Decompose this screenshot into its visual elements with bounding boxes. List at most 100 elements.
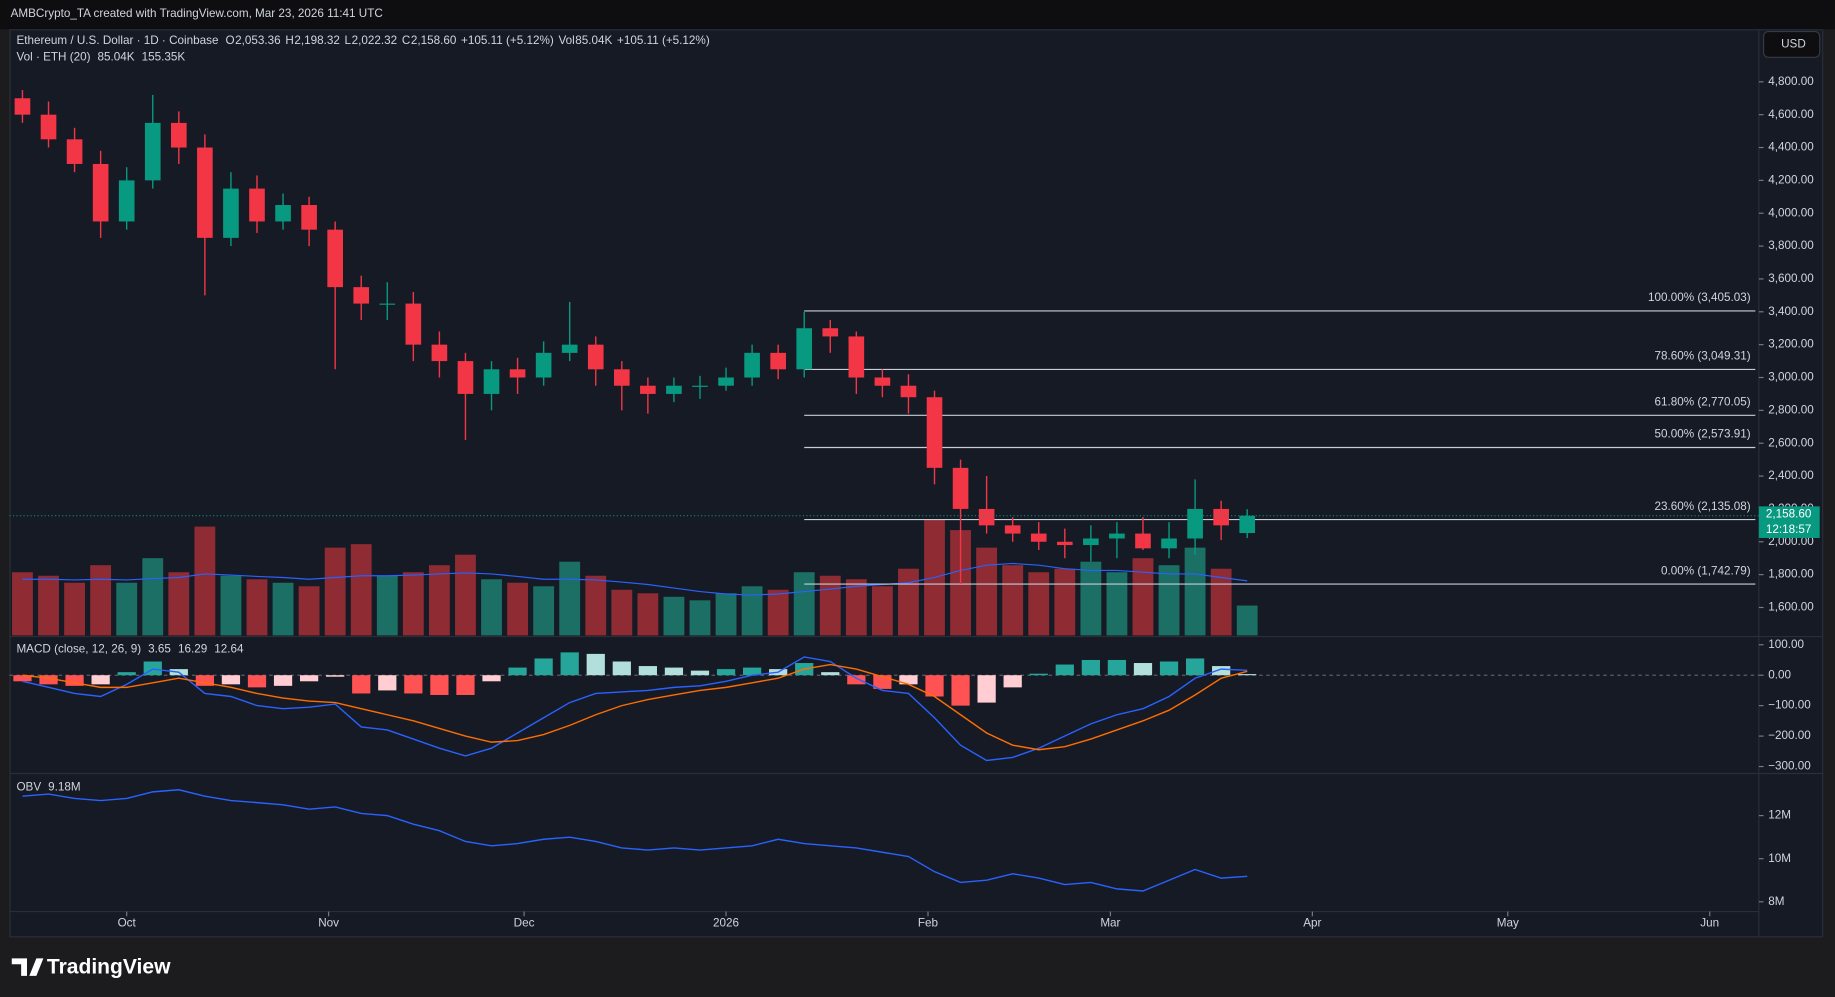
fib-label: 23.60% (2,135.08)	[1655, 500, 1751, 513]
candle-body	[379, 303, 396, 305]
candle-body	[1030, 533, 1047, 542]
legend-text: Vol · ETH (20)	[16, 50, 90, 63]
candle-body	[978, 508, 995, 526]
y-tick-label: 4,400.00	[1768, 141, 1814, 154]
volume-bar	[871, 586, 893, 636]
volume-bar	[1210, 568, 1232, 636]
legend-text: Ethereum / U.S. Dollar · 1D · Coinbase	[16, 34, 218, 47]
volume-bar	[168, 572, 190, 636]
x-tick-label: Nov	[318, 916, 339, 929]
fib-label: 50.00% (2,573.91)	[1655, 428, 1751, 441]
volume-bar	[976, 547, 998, 636]
macd-histogram-bar	[977, 675, 996, 703]
legend-text: MACD (close, 12, 26, 9)	[16, 643, 141, 656]
volume-bar	[194, 526, 216, 636]
macd-histogram-bar	[951, 675, 970, 706]
volume-bar	[1132, 558, 1154, 636]
macd-histogram-bar	[456, 675, 475, 695]
volume-bar	[428, 565, 450, 636]
macd-histogram-bar	[1212, 666, 1231, 676]
legend-text: O	[225, 34, 234, 47]
volume-bar	[481, 579, 502, 636]
macd-histogram-bar	[247, 675, 267, 688]
currency-button[interactable]	[1762, 31, 1821, 58]
y-tick-label: 2,000.00	[1768, 535, 1814, 548]
macd-line	[22, 663, 1248, 751]
macd-histogram-bar	[1029, 673, 1048, 676]
candle-body	[431, 344, 448, 362]
volume-bar	[819, 575, 841, 636]
candle-body	[405, 303, 422, 345]
logo-mark	[11, 958, 44, 976]
candle-body	[718, 377, 734, 386]
legend-text: Vol	[558, 34, 574, 47]
y-tick-label: 4,800.00	[1768, 75, 1814, 88]
candle-body	[1109, 533, 1125, 539]
x-tick-label: Apr	[1303, 916, 1321, 929]
macd-histogram-bar	[13, 675, 32, 682]
x-tick-label: Dec	[514, 916, 535, 929]
currency-label: USD	[1781, 38, 1806, 51]
volume-bar	[1028, 572, 1050, 636]
candle-body	[561, 344, 578, 353]
candle-body	[1239, 515, 1256, 534]
candle-body	[874, 377, 891, 386]
legend-text: 2,022.32	[352, 34, 397, 47]
y-tick-label: 3,200.00	[1768, 338, 1814, 351]
volume-bar	[663, 596, 685, 636]
volume-bar	[767, 589, 789, 636]
x-tick-label: Feb	[918, 916, 939, 929]
volume-bar	[12, 572, 33, 636]
candle-body	[327, 229, 343, 288]
candle-body	[223, 188, 239, 238]
brand-name: TradingView	[47, 955, 171, 978]
legend-text: OBV	[16, 781, 41, 794]
last-price-box	[1758, 506, 1820, 538]
volume-bar	[1236, 605, 1258, 636]
legend-text: 2,158.60	[411, 34, 457, 47]
candle-body	[770, 352, 786, 370]
legend-text: 2,198.32	[294, 34, 340, 47]
candle-body	[535, 352, 552, 378]
fib-label: 61.80% (2,770.05)	[1655, 396, 1751, 409]
fib-label: 100.00% (3,405.03)	[1648, 291, 1751, 304]
x-tick-label: Jun	[1700, 916, 1719, 929]
macd-histogram-bar	[1159, 661, 1179, 676]
candle-body	[666, 385, 682, 394]
macd-histogram-bar	[560, 652, 579, 676]
candle-body	[14, 98, 31, 115]
candle-body	[197, 147, 213, 238]
y-tick-label: 10M	[1768, 852, 1791, 865]
volume-bar	[1106, 572, 1128, 636]
legend-text: 155.35K	[142, 50, 186, 63]
candle-body	[900, 385, 917, 398]
candle-body	[275, 205, 291, 222]
legend-text: 16.29	[178, 643, 207, 656]
candle-body	[144, 122, 161, 181]
candle-body	[613, 369, 630, 386]
macd-histogram-bar	[508, 667, 527, 676]
legend-text: 3.65	[148, 643, 171, 656]
macd-histogram-bar	[39, 675, 58, 685]
volume-bar	[1054, 568, 1076, 636]
candle-body	[822, 328, 839, 337]
y-tick-label: −300.00	[1768, 760, 1811, 773]
candle-body	[40, 114, 57, 140]
volume-ma-line	[22, 562, 1248, 596]
y-tick-label: 3,800.00	[1768, 239, 1814, 252]
candle-body	[744, 352, 760, 378]
macd-histogram-bar	[1133, 663, 1153, 676]
candle-body	[66, 139, 83, 164]
macd-histogram-bar	[326, 675, 345, 677]
macd-histogram-bar	[638, 666, 657, 676]
macd-histogram-bar	[1107, 659, 1127, 676]
legend-text: 85.04K	[575, 34, 612, 47]
volume-bar	[64, 582, 86, 636]
volume-bar	[845, 579, 867, 636]
macd-histogram-bar	[91, 675, 110, 685]
legend-text: 85.04K	[98, 50, 135, 63]
fib-label: 78.60% (3,049.31)	[1655, 350, 1751, 363]
volume-bar	[1080, 561, 1102, 636]
